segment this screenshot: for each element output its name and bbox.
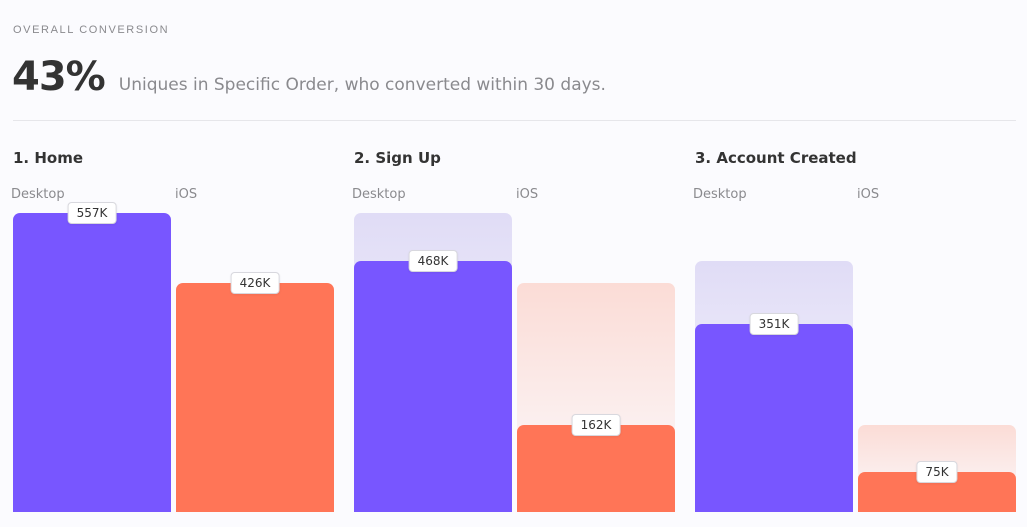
value-label: 351K [749, 312, 799, 335]
value-label: 557K [67, 202, 117, 224]
step-title-account-created: 3. Account Created [695, 149, 857, 167]
bar-desktop-account-created[interactable] [695, 323, 853, 512]
value-label: 162K [571, 414, 621, 437]
series-label-ios: iOS [857, 187, 880, 202]
conversion-percent: 43% [12, 54, 106, 100]
overall-conversion-label: OVERALL CONVERSION [13, 24, 170, 36]
series-label-ios: iOS [516, 187, 539, 202]
value-label: 75K [916, 460, 958, 483]
step-title-sign-up: 2. Sign Up [354, 149, 441, 167]
series-label-desktop: Desktop [693, 187, 747, 202]
series-label-ios: iOS [175, 187, 198, 202]
bar-ios-home[interactable] [176, 283, 334, 512]
conversion-summary: 43% Uniques in Specific Order, who conve… [12, 54, 606, 100]
series-label-desktop: Desktop [11, 187, 65, 202]
bar-desktop-sign-up[interactable] [354, 260, 512, 512]
step-title-home: 1. Home [13, 149, 84, 167]
series-label-desktop: Desktop [352, 187, 406, 202]
value-label: 426K [230, 272, 280, 295]
divider [13, 120, 1016, 121]
bar-desktop-home[interactable] [13, 213, 171, 512]
bar-ios-sign-up[interactable] [517, 425, 675, 512]
value-label: 468K [408, 249, 458, 272]
conversion-description: Uniques in Specific Order, who converted… [118, 75, 606, 95]
